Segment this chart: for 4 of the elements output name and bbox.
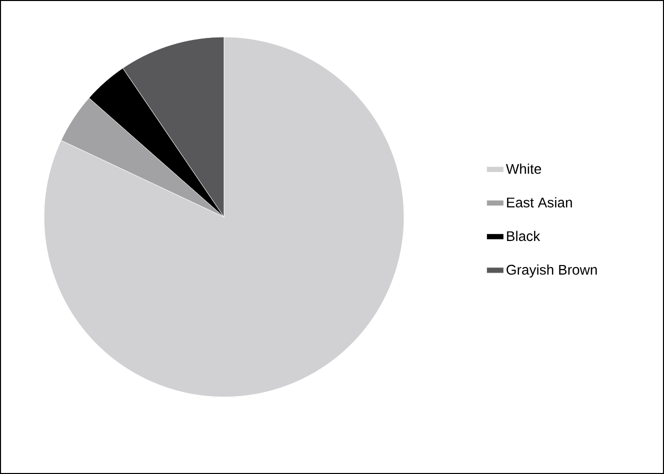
legend-label: Grayish Brown <box>506 264 597 278</box>
legend-label: White <box>506 164 542 174</box>
legend-label: Black <box>507 230 540 242</box>
legend-label: East Asian <box>507 197 572 208</box>
